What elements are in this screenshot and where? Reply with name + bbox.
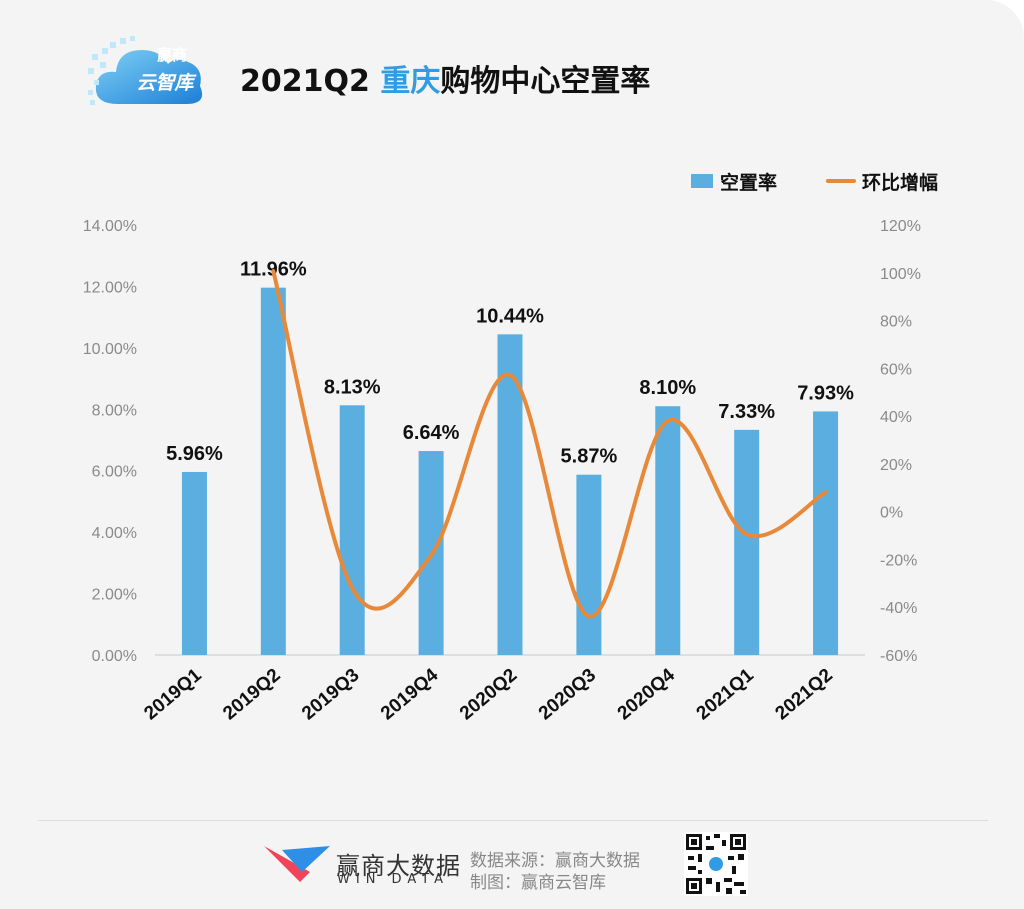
x-tick-label: 2021Q1 [693, 664, 759, 724]
bar-2020Q3 [576, 474, 602, 655]
y-right-tick-label: -20% [880, 552, 917, 569]
bar-value-label: 5.87% [561, 446, 618, 468]
logo-line-1: 赢商 [156, 46, 187, 64]
y-right-tick-label: 40% [880, 409, 912, 426]
title-prefix: 2021Q2 [240, 64, 381, 99]
windata-logo-icon [264, 846, 330, 882]
bar-2019Q2 [260, 287, 286, 655]
y-right-tick-label: 100% [880, 266, 921, 283]
brand-subtitle: WIN DATA [337, 872, 450, 887]
y-left-tick-label: 2.00% [92, 587, 137, 604]
page-title: 2021Q2 重庆购物中心空置率 [240, 56, 650, 100]
y-left-tick-label: 14.00% [83, 218, 137, 235]
y-left-tick-label: 12.00% [83, 279, 137, 296]
bar-value-label: 8.13% [324, 376, 381, 398]
x-tick-label: 2020Q4 [614, 664, 680, 724]
bar-2021Q2 [813, 411, 839, 655]
title-suffix: 购物中心空置率 [440, 64, 651, 99]
footer-divider [38, 820, 988, 821]
bar-line-chart: 0.00% 2.00% 4.00% 6.00% 8.00% 10.00% 12.00% 14.… [83, 218, 921, 725]
y-right-tick-label: -60% [880, 648, 917, 665]
growth-rate-line [271, 269, 828, 619]
title-city: 重庆 [380, 64, 441, 99]
y-left-tick-label: 0.00% [92, 648, 137, 665]
y-right-tick-label: 120% [880, 218, 921, 235]
bar-value-label: 6.64% [403, 422, 460, 444]
y-right-tick-label: 60% [880, 361, 912, 378]
qr-code-icon [684, 832, 748, 896]
logo-line-2: 云智库 [136, 72, 194, 94]
bar-2019Q1 [181, 471, 207, 655]
bar-2020Q4 [655, 406, 681, 655]
y-left-tick-label: 6.00% [92, 464, 137, 481]
bar-value-label: 8.10% [639, 377, 696, 399]
bar-value-label: 10.44% [476, 305, 544, 327]
bar-value-label: 5.96% [166, 443, 223, 465]
y-right-tick-label: 20% [880, 457, 912, 474]
legend-item-line: 环比增幅 [826, 168, 946, 194]
y-right-tick-label: 80% [880, 314, 912, 331]
bar-2021Q1 [734, 429, 760, 655]
bar-value-label: 7.93% [797, 382, 854, 404]
y-right-tick-label: 0% [880, 505, 903, 522]
chart-maker-note: 制图：赢商云智库 [470, 873, 606, 893]
x-tick-label: 2020Q2 [456, 665, 521, 725]
bar-2019Q3 [339, 405, 365, 655]
x-tick-label: 2020Q3 [535, 665, 600, 725]
legend-line-swatch [826, 179, 856, 183]
y-left-tick-label: 10.00% [83, 341, 137, 358]
x-tick-label: 2019Q4 [377, 664, 443, 724]
x-tick-label: 2021Q2 [771, 665, 836, 725]
x-tick-label: 2019Q1 [140, 664, 206, 724]
brand-name: 赢商大数据 [336, 852, 461, 880]
legend-item-bar: 空置率 [690, 168, 800, 194]
legend-bar-swatch [691, 174, 713, 188]
x-tick-label: 2019Q3 [298, 665, 363, 725]
y-left-tick-label: 4.00% [92, 525, 137, 542]
data-source-note: 数据来源：赢商大数据 [470, 851, 640, 871]
legend-line-label: 环比增幅 [862, 172, 939, 194]
legend-bar-label: 空置率 [720, 172, 778, 194]
y-right-tick-label: -40% [880, 600, 917, 617]
x-tick-label: 2019Q2 [219, 665, 284, 725]
header: 赢商 云智库 2021Q2 重庆购物中心空置率 [88, 28, 688, 118]
bar-value-label: 7.33% [718, 401, 775, 423]
y-left-tick-label: 8.00% [92, 402, 137, 419]
cloud-logo-icon [88, 36, 203, 105]
